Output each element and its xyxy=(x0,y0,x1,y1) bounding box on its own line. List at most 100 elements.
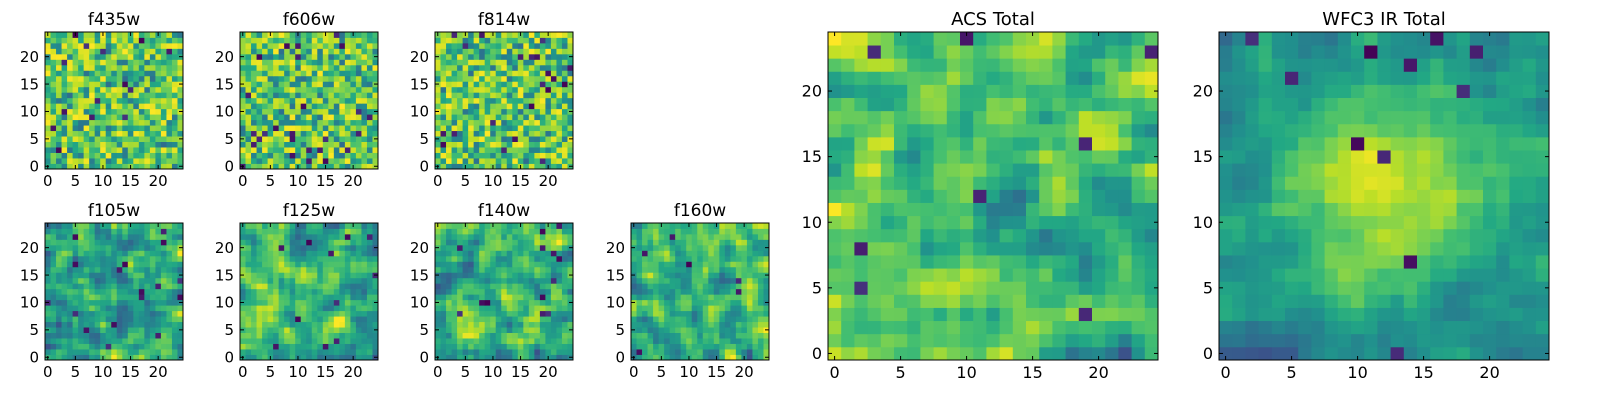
heatmap-cell xyxy=(507,147,513,153)
heatmap-cell xyxy=(56,294,62,300)
heatmap-cell xyxy=(334,158,340,164)
heatmap-cell xyxy=(111,300,117,306)
heatmap-cell xyxy=(512,256,518,262)
heatmap-cell xyxy=(518,349,524,355)
heatmap-cell xyxy=(45,322,51,328)
heatmap-cell xyxy=(67,87,73,93)
heatmap-cell xyxy=(240,147,246,153)
heatmap-cell xyxy=(166,136,172,142)
heatmap-cell xyxy=(89,278,95,284)
heatmap-cell xyxy=(306,98,312,104)
heatmap-cell xyxy=(523,234,529,240)
heatmap-cell xyxy=(345,245,351,251)
heatmap-cell xyxy=(334,43,340,49)
heatmap-cell xyxy=(463,327,469,333)
heatmap-cell xyxy=(144,98,150,104)
heatmap-cell xyxy=(317,120,323,126)
heatmap-cell xyxy=(562,142,568,148)
heatmap-cell xyxy=(854,268,868,282)
heatmap-cell xyxy=(534,43,540,49)
heatmap-cell xyxy=(240,316,246,322)
heatmap-cell xyxy=(692,333,698,339)
heatmap-cell xyxy=(45,158,51,164)
heatmap-cell xyxy=(741,272,747,278)
y-tick-label: 20 xyxy=(215,239,234,257)
heatmap-cell xyxy=(356,32,362,38)
heatmap-cell xyxy=(356,81,362,87)
heatmap-cell xyxy=(240,59,246,65)
heatmap-cell xyxy=(747,311,753,317)
heatmap-cell xyxy=(725,223,731,229)
heatmap-cell xyxy=(435,87,441,93)
heatmap-cell xyxy=(323,250,329,256)
heatmap-cell xyxy=(161,147,167,153)
heatmap-cell xyxy=(479,70,485,76)
heatmap-cell xyxy=(468,239,474,245)
heatmap-cell xyxy=(290,153,296,159)
heatmap-cell xyxy=(529,87,535,93)
heatmap-cell xyxy=(562,239,568,245)
heatmap-cell xyxy=(290,228,296,234)
heatmap-cell xyxy=(106,131,112,137)
heatmap-cell xyxy=(642,250,648,256)
heatmap-cell xyxy=(122,153,128,159)
heatmap-cell xyxy=(345,344,351,350)
heatmap-cell xyxy=(507,54,513,60)
heatmap-cell xyxy=(268,311,274,317)
heatmap-cell xyxy=(631,338,637,344)
heatmap-cell xyxy=(490,158,496,164)
heatmap-cell xyxy=(642,316,648,322)
heatmap-cell xyxy=(361,349,367,355)
heatmap-cell xyxy=(747,349,753,355)
heatmap-cell xyxy=(95,344,101,350)
heatmap-cell xyxy=(62,158,68,164)
heatmap-cell xyxy=(468,147,474,153)
heatmap-cell xyxy=(1013,242,1027,256)
heatmap-cell xyxy=(122,267,128,273)
heatmap-cell xyxy=(273,278,279,284)
heatmap-cell xyxy=(100,305,106,311)
panel-title: f606w xyxy=(283,10,335,30)
heatmap-cell xyxy=(273,120,279,126)
heatmap-cell xyxy=(95,114,101,120)
heatmap-cell xyxy=(367,98,373,104)
heatmap-cell xyxy=(62,114,68,120)
heatmap-cell xyxy=(312,81,318,87)
heatmap-cell xyxy=(934,308,948,322)
heatmap-cell xyxy=(166,32,172,38)
heatmap-cell xyxy=(501,267,507,273)
heatmap-cell xyxy=(95,70,101,76)
heatmap-cell xyxy=(463,300,469,306)
x-tick-label: 0 xyxy=(629,363,639,381)
heatmap-cell xyxy=(681,261,687,267)
heatmap-cell xyxy=(51,327,57,333)
heatmap-cell xyxy=(446,333,452,339)
heatmap-cell xyxy=(128,70,134,76)
heatmap-cell xyxy=(172,103,178,109)
heatmap-cell xyxy=(323,322,329,328)
heatmap-cell xyxy=(240,267,246,273)
heatmap-cell xyxy=(463,338,469,344)
heatmap-cell xyxy=(62,125,68,131)
heatmap-cell xyxy=(350,349,356,355)
heatmap-cell xyxy=(730,344,736,350)
heatmap-cell xyxy=(562,109,568,115)
heatmap-cell xyxy=(273,37,279,43)
heatmap-cell xyxy=(122,158,128,164)
heatmap-cell xyxy=(350,125,356,131)
heatmap-cell xyxy=(507,267,513,273)
heatmap-cell xyxy=(529,267,535,273)
heatmap-cell xyxy=(246,98,252,104)
heatmap-cell xyxy=(659,338,665,344)
heatmap-cell xyxy=(257,65,263,71)
heatmap-cell xyxy=(334,48,340,54)
heatmap-cell xyxy=(339,37,345,43)
heatmap-cell xyxy=(128,131,134,137)
heatmap-cell xyxy=(328,37,334,43)
heatmap-cell xyxy=(545,76,551,82)
heatmap-cell xyxy=(490,322,496,328)
heatmap-cell xyxy=(150,125,156,131)
heatmap-cell xyxy=(1039,216,1053,230)
heatmap-cell xyxy=(262,338,268,344)
heatmap-cell xyxy=(463,76,469,82)
